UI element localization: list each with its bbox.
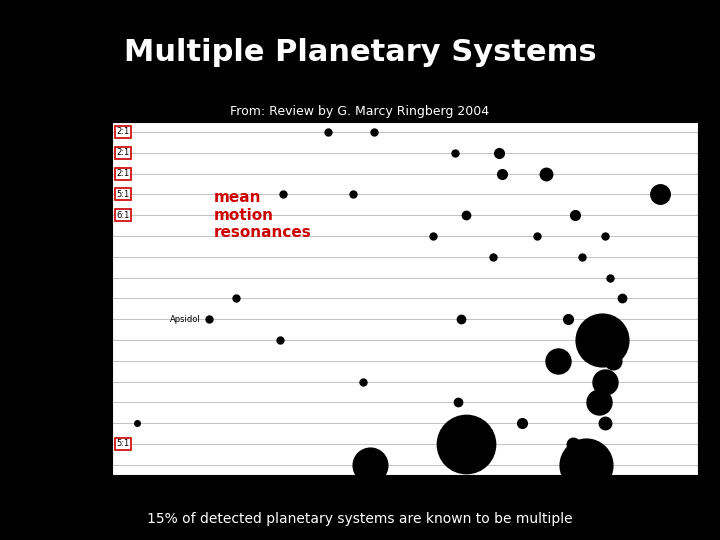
Point bbox=[230, 294, 241, 302]
Point bbox=[449, 148, 461, 157]
Point bbox=[552, 356, 564, 365]
Text: Apsidol: Apsidol bbox=[170, 315, 201, 323]
Point bbox=[599, 377, 611, 386]
Point bbox=[323, 127, 334, 136]
Point bbox=[541, 169, 552, 178]
Text: Multiple Planetary Systems: Multiple Planetary Systems bbox=[124, 38, 596, 67]
Point bbox=[567, 440, 579, 448]
Point bbox=[516, 419, 528, 428]
Point bbox=[562, 315, 574, 323]
Point bbox=[570, 211, 581, 219]
Point bbox=[460, 440, 472, 448]
Point bbox=[487, 252, 499, 261]
Point bbox=[576, 252, 588, 261]
Point bbox=[607, 356, 618, 365]
Point bbox=[493, 148, 505, 157]
Point bbox=[596, 336, 608, 345]
Point bbox=[593, 398, 605, 407]
Point bbox=[427, 232, 438, 240]
Point bbox=[654, 190, 666, 199]
Point bbox=[599, 419, 611, 428]
Point bbox=[599, 232, 611, 240]
Point bbox=[358, 377, 369, 386]
Point bbox=[497, 169, 508, 178]
Text: 15% of detected planetary systems are known to be multiple: 15% of detected planetary systems are kn… bbox=[147, 512, 573, 526]
Point bbox=[616, 294, 627, 302]
Point bbox=[604, 273, 616, 282]
Point bbox=[364, 461, 376, 469]
Point bbox=[580, 461, 591, 469]
Point bbox=[347, 190, 359, 199]
Point bbox=[452, 398, 464, 407]
Text: 2:1: 2:1 bbox=[117, 127, 130, 137]
Point bbox=[455, 315, 467, 323]
Text: 2:1: 2:1 bbox=[117, 148, 130, 157]
Text: 5:1: 5:1 bbox=[117, 440, 130, 449]
Text: 5:1: 5:1 bbox=[117, 190, 130, 199]
Text: mean
motion
resonances: mean motion resonances bbox=[214, 190, 312, 240]
Point bbox=[460, 211, 472, 219]
X-axis label: Period (d): Period (d) bbox=[374, 499, 436, 512]
Point bbox=[274, 336, 286, 345]
Text: From: Review by G. Marcy Ringberg 2004: From: Review by G. Marcy Ringberg 2004 bbox=[230, 105, 490, 118]
Point bbox=[368, 127, 379, 136]
Point bbox=[277, 190, 289, 199]
Point bbox=[132, 419, 143, 428]
Point bbox=[532, 232, 544, 240]
Text: 6:1: 6:1 bbox=[117, 211, 130, 220]
Point bbox=[203, 315, 215, 323]
Text: 2:1: 2:1 bbox=[117, 169, 130, 178]
